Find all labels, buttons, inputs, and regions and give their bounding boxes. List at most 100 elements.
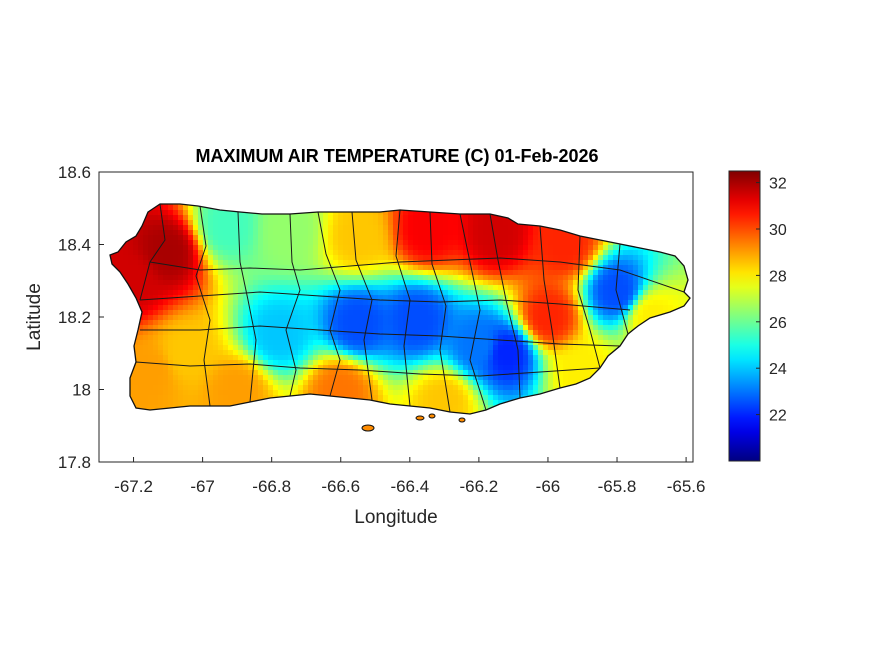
temperature-cell: [233, 260, 239, 266]
temperature-cell: [303, 310, 309, 316]
temperature-cell: [233, 220, 239, 226]
temperature-cell: [578, 370, 584, 376]
temperature-cell: [558, 325, 564, 331]
temperature-cell: [473, 360, 479, 366]
temperature-cell: [498, 260, 504, 266]
temperature-cell: [563, 280, 569, 286]
temperature-cell: [273, 310, 279, 316]
temperature-cell: [318, 390, 324, 396]
temperature-cell: [188, 285, 194, 291]
temperature-cell: [288, 340, 294, 346]
temperature-cell: [528, 245, 534, 251]
temperature-cell: [388, 240, 394, 246]
temperature-cell: [683, 275, 689, 281]
temperature-cell: [363, 245, 369, 251]
temperature-cell: [153, 345, 159, 351]
temperature-cell: [213, 340, 219, 346]
temperature-cell: [508, 385, 514, 391]
temperature-cell: [578, 260, 584, 266]
temperature-cell: [418, 355, 424, 361]
temperature-cell: [308, 365, 314, 371]
temperature-cell: [163, 240, 169, 246]
temperature-cell: [338, 390, 344, 396]
temperature-cell: [468, 325, 474, 331]
temperature-cell: [278, 365, 284, 371]
temperature-cell: [233, 375, 239, 381]
temperature-cell: [163, 390, 169, 396]
temperature-cell: [603, 330, 609, 336]
temperature-cell: [488, 235, 494, 241]
temperature-cell: [413, 400, 419, 406]
temperature-cell: [408, 290, 414, 296]
temperature-cell: [593, 255, 599, 261]
temperature-cell: [268, 350, 274, 356]
temperature-cell: [613, 250, 619, 256]
temperature-cell: [588, 360, 594, 366]
temperature-cell: [248, 365, 254, 371]
temperature-cell: [273, 375, 279, 381]
temperature-cell: [178, 270, 184, 276]
temperature-cell: [453, 305, 459, 311]
temperature-cell: [303, 335, 309, 341]
temperature-cell: [483, 220, 489, 226]
temperature-cell: [438, 400, 444, 406]
temperature-cell: [523, 255, 529, 261]
temperature-cell: [603, 320, 609, 326]
temperature-cell: [668, 270, 674, 276]
temperature-cell: [203, 400, 209, 406]
temperature-cell: [553, 330, 559, 336]
temperature-cell: [498, 370, 504, 376]
temperature-cell: [608, 325, 614, 331]
temperature-cell: [553, 365, 559, 371]
temperature-cell: [248, 315, 254, 321]
temperature-cell: [623, 275, 629, 281]
temperature-cell: [283, 340, 289, 346]
temperature-cell: [458, 330, 464, 336]
temperature-cell: [293, 295, 299, 301]
temperature-cell: [643, 315, 649, 321]
temperature-cell: [503, 390, 509, 396]
temperature-cell: [533, 290, 539, 296]
temperature-cell: [463, 230, 469, 236]
temperature-cell: [408, 320, 414, 326]
temperature-cell: [518, 300, 524, 306]
temperature-cell: [348, 340, 354, 346]
temperature-cell: [268, 365, 274, 371]
temperature-cell: [253, 290, 259, 296]
temperature-cell: [388, 385, 394, 391]
temperature-cell: [143, 310, 149, 316]
temperature-cell: [448, 315, 454, 321]
temperature-cell: [568, 315, 574, 321]
temperature-cell: [423, 250, 429, 256]
temperature-cell: [563, 380, 569, 386]
temperature-cell: [513, 395, 519, 401]
temperature-cell: [318, 215, 324, 221]
temperature-cell: [553, 335, 559, 341]
temperature-cell: [578, 330, 584, 336]
temperature-cell: [598, 355, 604, 361]
temperature-cell: [498, 220, 504, 226]
temperature-cell: [308, 370, 314, 376]
temperature-cell: [478, 290, 484, 296]
temperature-cell: [223, 220, 229, 226]
temperature-cell: [228, 285, 234, 291]
temperature-cell: [138, 255, 144, 261]
temperature-cell: [473, 215, 479, 221]
temperature-cell: [553, 295, 559, 301]
temperature-cell: [503, 245, 509, 251]
temperature-cell: [328, 355, 334, 361]
temperature-cell: [408, 230, 414, 236]
temperature-cell: [438, 330, 444, 336]
temperature-cell: [578, 350, 584, 356]
temperature-cell: [368, 255, 374, 261]
temperature-cell: [548, 365, 554, 371]
temperature-cell: [228, 230, 234, 236]
temperature-cell: [483, 370, 489, 376]
temperature-cell: [663, 280, 669, 286]
temperature-cell: [228, 370, 234, 376]
temperature-cell: [208, 350, 214, 356]
temperature-cell: [138, 240, 144, 246]
temperature-cell: [528, 255, 534, 261]
temperature-cell: [218, 275, 224, 281]
temperature-cell: [503, 395, 509, 401]
